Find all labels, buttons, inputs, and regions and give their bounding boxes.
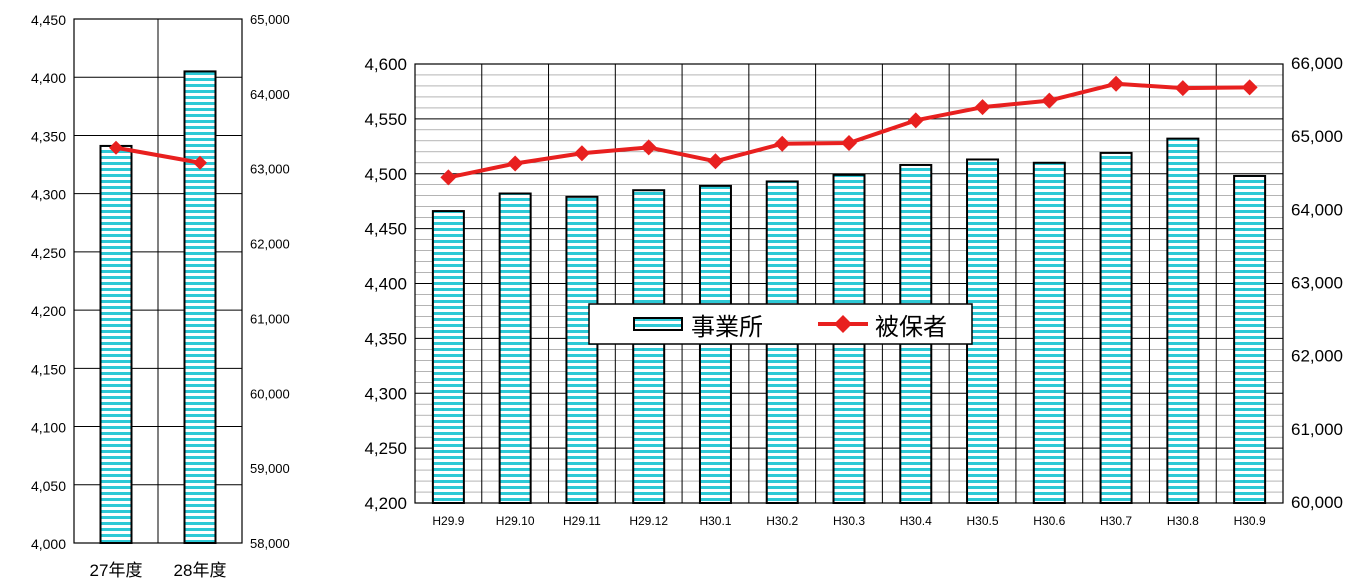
legend-label-establishments: 事業所	[691, 314, 763, 341]
bar-establishments-9	[1032, 161, 1066, 504]
y-tick-label: 4,450	[364, 220, 407, 239]
y2-tick-label: 60,000	[1291, 493, 1343, 512]
y-tick-label: 4,300	[364, 384, 407, 403]
y-tick-label: 4,350	[364, 329, 407, 348]
y-tick-label: 4,400	[31, 70, 66, 86]
x-tick-label: H29.12	[629, 514, 668, 528]
x-tick-label: H29.10	[496, 514, 535, 528]
y2-tick-label: 63,000	[1291, 274, 1343, 293]
line-marker-2	[573, 145, 590, 162]
x-tick-label: 28年度	[174, 561, 227, 580]
bar-establishments-1	[183, 70, 217, 545]
line-insured	[115, 145, 201, 165]
bar-establishments-0	[99, 144, 133, 544]
y2-tick-label: 64,000	[250, 87, 290, 102]
x-tick-label: H29.11	[563, 514, 601, 528]
line-marker-3	[640, 139, 657, 156]
line-marker-1	[507, 155, 524, 172]
line-marker-10	[1108, 75, 1125, 92]
y2-tick-label: 61,000	[1291, 420, 1343, 439]
y-tick-label: 4,300	[31, 187, 66, 203]
line-marker-6	[841, 135, 857, 152]
line-marker-0	[440, 169, 457, 186]
bar-establishments-0	[431, 210, 465, 504]
x-tick-label: H29.9	[432, 514, 464, 528]
annual-chart: 4,000 4,050 4,100 4,150 4,200 4,250 4,300 4,350…	[31, 12, 290, 580]
line-marker-7	[907, 112, 924, 129]
y2-tick-label: 62,000	[1291, 347, 1343, 366]
y2-tick-label: 63,000	[250, 162, 290, 177]
y2-tick-label: 65,000	[250, 12, 290, 27]
y-tick-label: 4,450	[31, 12, 66, 28]
y-tick-label: 4,250	[31, 245, 66, 261]
y-tick-label: 4,150	[31, 361, 66, 377]
y-tick-label: 4,500	[364, 165, 407, 184]
line-marker-8	[974, 99, 991, 116]
y2-tick-label: 60,000	[250, 386, 290, 401]
y2-tick-label: 58,000	[250, 536, 290, 551]
x-tick-label: H30.1	[699, 514, 731, 528]
y-tick-label: 4,000	[31, 536, 66, 552]
line-marker-12	[1241, 79, 1258, 96]
legend-label-insured: 被保者	[875, 314, 947, 341]
line-marker-5	[774, 135, 791, 152]
line-marker-1	[193, 155, 207, 170]
x-tick-label: H30.7	[1100, 514, 1132, 528]
y2-tick-label: 66,000	[1291, 54, 1343, 73]
bar-establishments-10	[1099, 151, 1133, 505]
bar-establishments-2	[565, 195, 599, 505]
y2-tick-label: 65,000	[1291, 127, 1343, 146]
x-tick-label: H30.6	[1033, 514, 1065, 528]
y-tick-label: 4,050	[31, 478, 66, 494]
x-tick-label: H30.3	[833, 514, 865, 528]
monthly-chart: 4,200 4,250 4,300 4,350 4,400 4,450 4,500 4,550…	[364, 54, 1343, 528]
line-marker-0	[109, 140, 123, 155]
chart-legend: 事業所 被保者	[588, 303, 973, 345]
plot-area	[73, 18, 243, 544]
y2-tick-label: 61,000	[250, 311, 290, 326]
y-tick-label: 4,600	[364, 55, 407, 74]
y-tick-label: 4,200	[364, 494, 407, 513]
bar-establishments-3	[632, 189, 666, 504]
x-tick-label: H30.9	[1234, 514, 1266, 528]
line-marker-4	[707, 153, 724, 170]
x-tick-label: H30.8	[1167, 514, 1199, 528]
line-marker-9	[1041, 92, 1058, 109]
x-tick-label: 27年度	[90, 561, 143, 580]
x-tick-label: H30.4	[900, 514, 932, 528]
bar-establishments-8	[966, 158, 1000, 504]
y-tick-label: 4,400	[364, 275, 407, 294]
y-tick-label: 4,200	[31, 303, 66, 319]
bar-establishments-12	[1233, 174, 1267, 504]
x-tick-label: H30.2	[766, 514, 798, 528]
line-marker-11	[1174, 80, 1191, 97]
y2-tick-label: 62,000	[250, 237, 290, 252]
bar-establishments-1	[498, 192, 532, 504]
y2-tick-label: 59,000	[250, 461, 290, 476]
y-tick-label: 4,550	[364, 110, 407, 129]
y-tick-label: 4,100	[31, 420, 66, 436]
bar-establishments-11	[1166, 137, 1200, 504]
y-tick-label: 4,350	[31, 128, 66, 144]
legend-bar-swatch	[633, 317, 683, 331]
y2-tick-label: 64,000	[1291, 200, 1343, 219]
legend-line-marker	[834, 315, 852, 333]
x-tick-label: H30.5	[967, 514, 999, 528]
y-tick-label: 4,250	[364, 439, 407, 458]
